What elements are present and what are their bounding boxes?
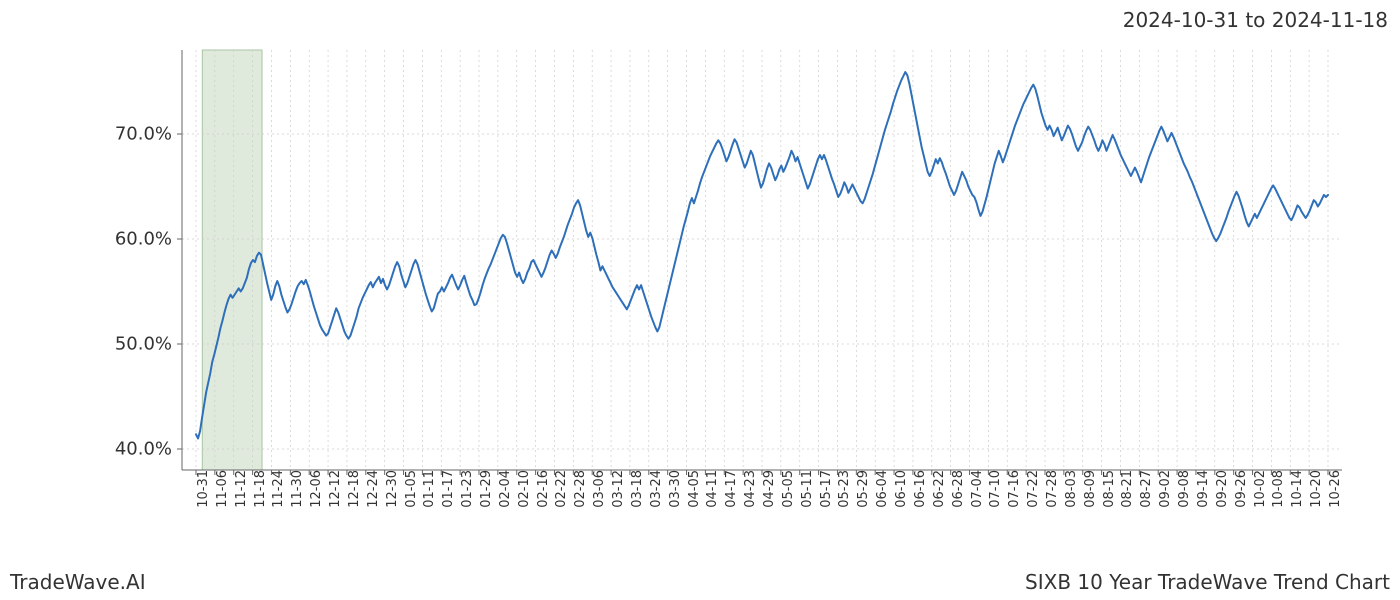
x-tick-label: 07-22 xyxy=(1020,470,1041,508)
x-tick-label: 01-23 xyxy=(454,470,475,508)
x-tick-label: 06-22 xyxy=(926,470,947,508)
x-tick-label: 09-14 xyxy=(1190,470,1211,508)
x-tick-label: 12-12 xyxy=(322,470,343,508)
x-tick-label: 11-12 xyxy=(228,470,249,508)
x-tick-label: 03-12 xyxy=(605,470,626,508)
x-tick-label: 02-10 xyxy=(511,470,532,508)
x-tick-label: 08-03 xyxy=(1058,470,1079,508)
x-tick-label: 09-20 xyxy=(1209,470,1230,508)
y-tick-label: 50.0% xyxy=(115,334,182,355)
x-tick-label: 09-26 xyxy=(1228,470,1249,508)
x-tick-label: 10-26 xyxy=(1322,470,1343,508)
x-tick-label: 04-23 xyxy=(737,470,758,508)
trend-chart-container: 2024-10-31 to 2024-11-18 40.0%50.0%60.0%… xyxy=(0,0,1400,600)
x-tick-label: 09-08 xyxy=(1171,470,1192,508)
x-tick-label: 08-09 xyxy=(1077,470,1098,508)
y-tick-label: 60.0% xyxy=(115,229,182,250)
x-tick-label: 05-11 xyxy=(794,470,815,508)
plot-svg xyxy=(182,50,1342,470)
x-tick-label: 06-16 xyxy=(907,470,928,508)
x-tick-label: 12-18 xyxy=(341,470,362,508)
y-tick-label: 40.0% xyxy=(115,439,182,460)
footer-title: SIXB 10 Year TradeWave Trend Chart xyxy=(1025,570,1390,594)
x-tick-label: 10-31 xyxy=(190,470,211,508)
footer-brand: TradeWave.AI xyxy=(10,570,146,594)
plot-area: 40.0%50.0%60.0%70.0%10-3111-0611-1211-18… xyxy=(182,50,1342,470)
x-tick-label: 03-24 xyxy=(643,470,664,508)
x-tick-label: 03-18 xyxy=(624,470,645,508)
x-tick-label: 04-29 xyxy=(756,470,777,508)
x-tick-label: 05-05 xyxy=(775,470,796,508)
x-tick-label: 12-24 xyxy=(360,470,381,508)
x-tick-label: 02-04 xyxy=(492,470,513,508)
x-tick-label: 12-30 xyxy=(379,470,400,508)
x-tick-label: 06-28 xyxy=(945,470,966,508)
x-tick-label: 10-20 xyxy=(1303,470,1324,508)
x-tick-label: 07-28 xyxy=(1039,470,1060,508)
x-tick-label: 06-10 xyxy=(888,470,909,508)
y-tick-label: 70.0% xyxy=(115,124,182,145)
x-tick-label: 03-30 xyxy=(662,470,683,508)
date-range-label: 2024-10-31 to 2024-11-18 xyxy=(1123,8,1388,32)
x-tick-label: 01-29 xyxy=(473,470,494,508)
x-tick-label: 11-06 xyxy=(209,470,230,508)
